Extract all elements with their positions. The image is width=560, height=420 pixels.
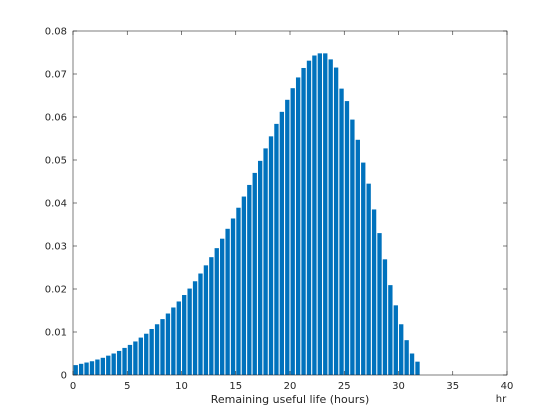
plot-area-background: [73, 31, 507, 375]
bar: [263, 148, 268, 375]
bar: [95, 359, 100, 375]
bar: [182, 295, 187, 375]
bar: [382, 259, 388, 375]
bar: [257, 160, 263, 375]
bar: [393, 305, 398, 375]
bar: [176, 301, 181, 375]
bar: [409, 353, 415, 375]
y-axis-ticks: 0 0.01 0.02 0.03 0.04 0.05 0.06 0.07 0.08: [45, 27, 507, 382]
bar: [111, 353, 116, 375]
y-tick-label: 0.02: [45, 285, 67, 296]
bar: [404, 340, 409, 375]
bar: [192, 281, 198, 375]
bar: [350, 119, 355, 375]
bar: [415, 361, 420, 375]
bar: [154, 324, 160, 375]
bar: [171, 307, 176, 375]
bar: [323, 53, 328, 376]
y-tick-label: 0.04: [45, 199, 67, 210]
bar: [230, 218, 236, 375]
bar: [366, 183, 371, 375]
bar: [301, 67, 306, 375]
bar: [328, 59, 333, 375]
bar: [165, 313, 171, 375]
y-tick-label: 0.08: [45, 27, 67, 38]
bar: [274, 123, 279, 375]
bar: [225, 228, 230, 375]
y-tick-label: 0.06: [45, 113, 67, 124]
bar: [268, 136, 274, 375]
bar: [106, 355, 111, 375]
bar: [160, 319, 165, 375]
x-tick-label: 30: [392, 381, 405, 392]
bar: [361, 162, 366, 375]
y-tick-label: 0.03: [45, 242, 67, 253]
bar: [214, 248, 219, 375]
bar: [344, 101, 350, 375]
y-tick-label: 0.05: [45, 156, 67, 167]
bar: [388, 285, 393, 375]
bar: [144, 333, 149, 375]
bar: [306, 60, 312, 376]
bar: [339, 88, 344, 376]
bar: [89, 361, 95, 375]
x-tick-label: 10: [175, 381, 188, 392]
bar: [312, 55, 317, 375]
bar: [127, 344, 133, 375]
bar: [209, 257, 214, 375]
bar: [73, 365, 78, 375]
bar: [84, 362, 89, 375]
bar: [122, 347, 127, 375]
x-tick-label: 35: [446, 381, 459, 392]
x-tick-label: 5: [124, 381, 130, 392]
bar: [133, 341, 138, 375]
x-axis-label: Remaining useful life (hours): [211, 393, 370, 406]
bar: [317, 53, 323, 376]
bar: [220, 238, 225, 375]
x-tick-label: 15: [229, 381, 242, 392]
bar-series: [73, 53, 420, 376]
x-tick-label: 25: [338, 381, 351, 392]
y-tick-label: 0.01: [45, 328, 67, 339]
bar: [116, 350, 122, 375]
bar: [295, 77, 301, 375]
bar: [290, 88, 295, 375]
bar: [138, 337, 143, 375]
bar: [203, 265, 209, 375]
bar: [333, 67, 339, 376]
bar: [377, 233, 382, 375]
x-axis-unit: hr: [496, 394, 507, 405]
bar: [355, 139, 360, 375]
bar: [279, 111, 285, 375]
bar: [149, 328, 154, 375]
bar: [247, 184, 252, 375]
bar: [198, 273, 203, 375]
bar: [399, 324, 404, 375]
x-tick-label: 20: [284, 381, 297, 392]
bar: [371, 209, 377, 375]
bar: [187, 288, 192, 375]
y-tick-label: 0.07: [45, 70, 67, 81]
x-tick-label: 0: [70, 381, 76, 392]
x-tick-label: 40: [501, 381, 514, 392]
bar: [241, 196, 247, 375]
bar: [100, 357, 106, 375]
x-axis-ticks: 0 5 10 15 20 25 30 35 40: [70, 31, 514, 392]
bar: [252, 172, 257, 375]
bar: [78, 363, 84, 375]
y-tick-label: 0: [61, 371, 67, 382]
bar: [285, 99, 290, 376]
bar: [236, 207, 241, 375]
